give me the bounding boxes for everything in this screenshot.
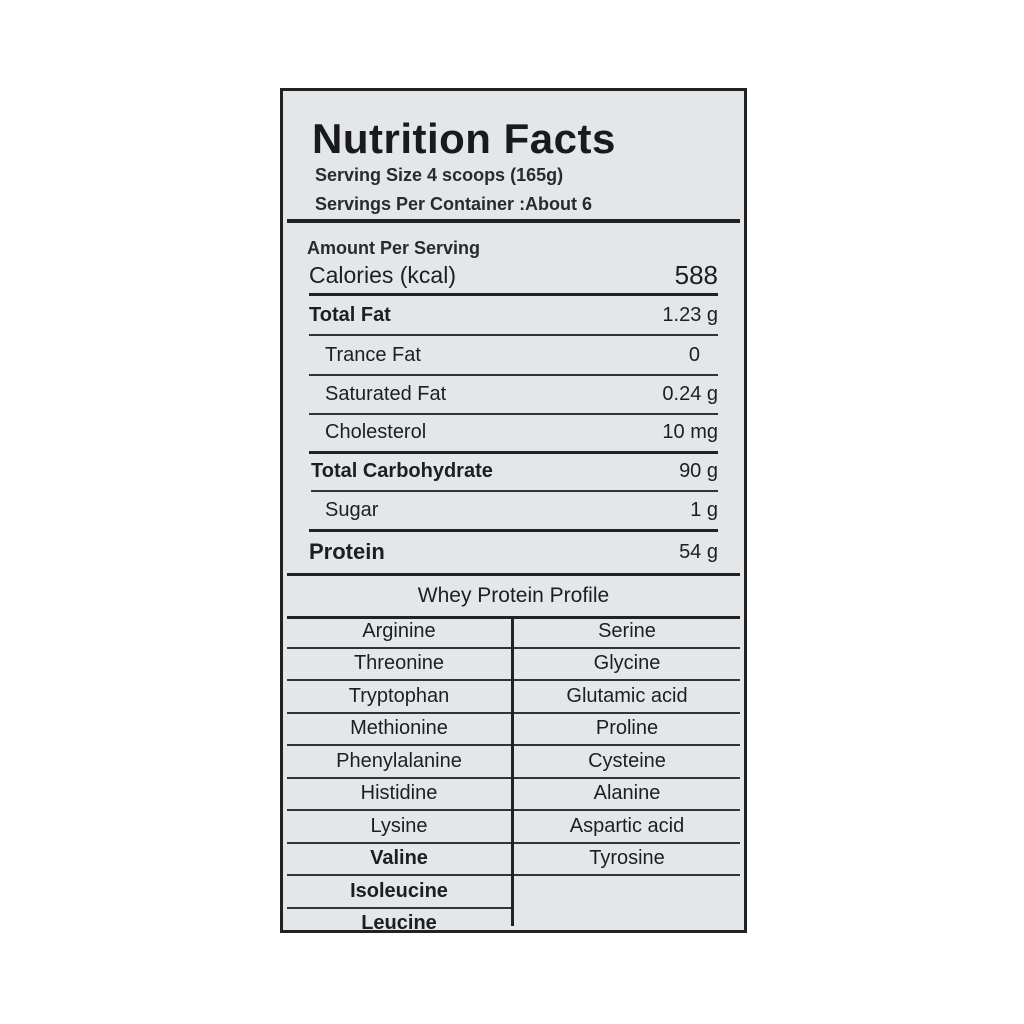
- nutrient-row: Sugar 1 g: [309, 491, 718, 532]
- nutrient-row: Cholesterol 10 mg: [309, 413, 718, 454]
- amino-cell: Tryptophan: [287, 681, 511, 714]
- amino-cell: Methionine: [287, 714, 511, 746]
- amino-cell: Tyrosine: [514, 844, 740, 876]
- nutrient-value: 1.23 g: [662, 303, 718, 326]
- label-title: Nutrition Facts: [312, 115, 616, 162]
- amino-column-left: Arginine Threonine Tryptophan Methionine…: [287, 616, 511, 934]
- amino-cell: Glutamic acid: [514, 681, 740, 714]
- amino-cell: Lysine: [287, 811, 511, 844]
- amino-cell: Threonine: [287, 649, 511, 681]
- amino-cell: Alanine: [514, 779, 740, 811]
- amino-acid-grid: Arginine Threonine Tryptophan Methionine…: [287, 616, 740, 934]
- servings-per-container: Servings Per Container :About 6: [315, 194, 593, 214]
- calories-row: Calories (kcal) 588: [309, 257, 718, 296]
- amino-cell: Serine: [514, 616, 740, 649]
- amount-per-serving: Amount Per Serving: [307, 238, 481, 258]
- serving-size: Serving Size 4 scoops (165g): [315, 165, 564, 185]
- nutrition-facts-label: Nutrition Facts Serving Size 4 scoops (1…: [280, 88, 747, 934]
- amino-cell: Proline: [514, 714, 740, 746]
- calories-value: 588: [674, 259, 718, 290]
- amino-cell: Leucine: [361, 912, 437, 935]
- nutrient-row: Saturated Fat 0.24 g: [309, 375, 718, 415]
- nutrient-value: 1 g: [690, 498, 718, 521]
- nutrient-label: Protein: [309, 539, 385, 564]
- nutrient-row: Total Fat 1.23 g: [309, 296, 718, 336]
- amino-cell: Histidine: [287, 779, 511, 811]
- nutrient-value: 0.24 g: [662, 382, 718, 405]
- nutrient-label: Sugar: [325, 498, 379, 521]
- nutrient-value: 90 g: [679, 459, 718, 482]
- nutrient-value: 10 mg: [662, 420, 718, 443]
- profile-title: Whey Protein Profile: [287, 573, 740, 619]
- amino-column-right: Serine Glycine Glutamic acid Proline Cys…: [511, 616, 740, 926]
- amino-cell: Valine: [287, 844, 511, 876]
- divider: [287, 219, 740, 223]
- amino-cell: Aspartic acid: [514, 811, 740, 844]
- nutrient-row: Trance Fat 0: [309, 336, 718, 376]
- nutrient-label: Saturated Fat: [325, 382, 447, 405]
- nutrient-row: Total Carbohydrate 90 g: [311, 452, 718, 492]
- nutrient-value: 0: [688, 343, 700, 366]
- amino-cell: Glycine: [514, 649, 740, 681]
- nutrient-value: 54 g: [679, 540, 718, 563]
- nutrient-label: Trance Fat: [325, 343, 421, 366]
- nutrient-label: Cholesterol: [325, 420, 427, 443]
- nutrient-label: Total Carbohydrate: [311, 459, 493, 482]
- amino-cell: Isoleucine: [287, 876, 511, 909]
- nutrient-label: Total Fat: [309, 303, 391, 326]
- amino-cell: Cysteine: [514, 746, 740, 779]
- amino-cell: Phenylalanine: [287, 746, 511, 779]
- calories-label: Calories (kcal): [309, 261, 456, 288]
- amino-cell: Arginine: [287, 616, 511, 649]
- nutrient-row: Protein 54 g: [309, 533, 718, 571]
